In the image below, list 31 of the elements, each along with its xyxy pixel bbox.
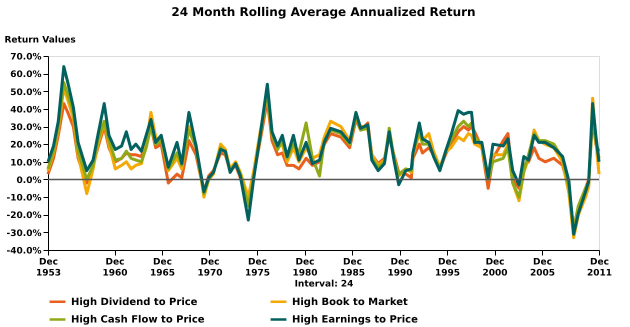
y-tick-label: 70.0% (10, 52, 42, 62)
y-tick-label: 10.0% (10, 158, 42, 168)
y-tick-label: -40.0% (6, 246, 42, 256)
x-tick-label: Dec 1985 (340, 258, 366, 278)
y-tick-label: -10.0% (6, 194, 42, 204)
legend-label: High Earnings to Price (292, 314, 418, 326)
x-tick-label: Dec 2005 (530, 258, 556, 278)
x-tick-label: Dec 1975 (244, 258, 270, 278)
x-tick-label: Dec 1990 (387, 258, 413, 278)
x-tick-label: Dec 1970 (197, 258, 223, 278)
chart-title: 24 Month Rolling Average Annualized Return (171, 5, 476, 19)
x-tick-label: Dec 1995 (434, 258, 460, 278)
y-tick-label: -20.0% (6, 211, 42, 222)
y-tick-label: 60.0% (10, 70, 42, 80)
y-tick-label: 20.0% (10, 140, 42, 151)
legend-label: High Cash Flow to Price (71, 314, 205, 326)
y-tick-label: 30.0% (10, 123, 42, 134)
legend-label: High Dividend to Price (71, 296, 198, 308)
x-tick-label: Dec 1953 (36, 258, 62, 278)
x-tick-label: Dec 1980 (292, 258, 318, 278)
x-tick-label: Dec 1965 (150, 258, 176, 278)
y-tick-label: 40.0% (10, 105, 42, 116)
y-axis-title: Return Values (4, 36, 76, 46)
y-tick-label: 0.0% (16, 176, 42, 186)
x-tick-label: Dec 1960 (102, 258, 128, 278)
y-tick-label: 50.0% (10, 88, 42, 98)
x-axis-title: Interval: 24 (294, 280, 354, 290)
x-tick-label: Dec 2000 (482, 258, 508, 278)
legend-label: High Book to Market (292, 296, 408, 308)
x-tick-label: Dec 2011 (586, 258, 612, 278)
y-tick-label: -30.0% (6, 228, 42, 239)
